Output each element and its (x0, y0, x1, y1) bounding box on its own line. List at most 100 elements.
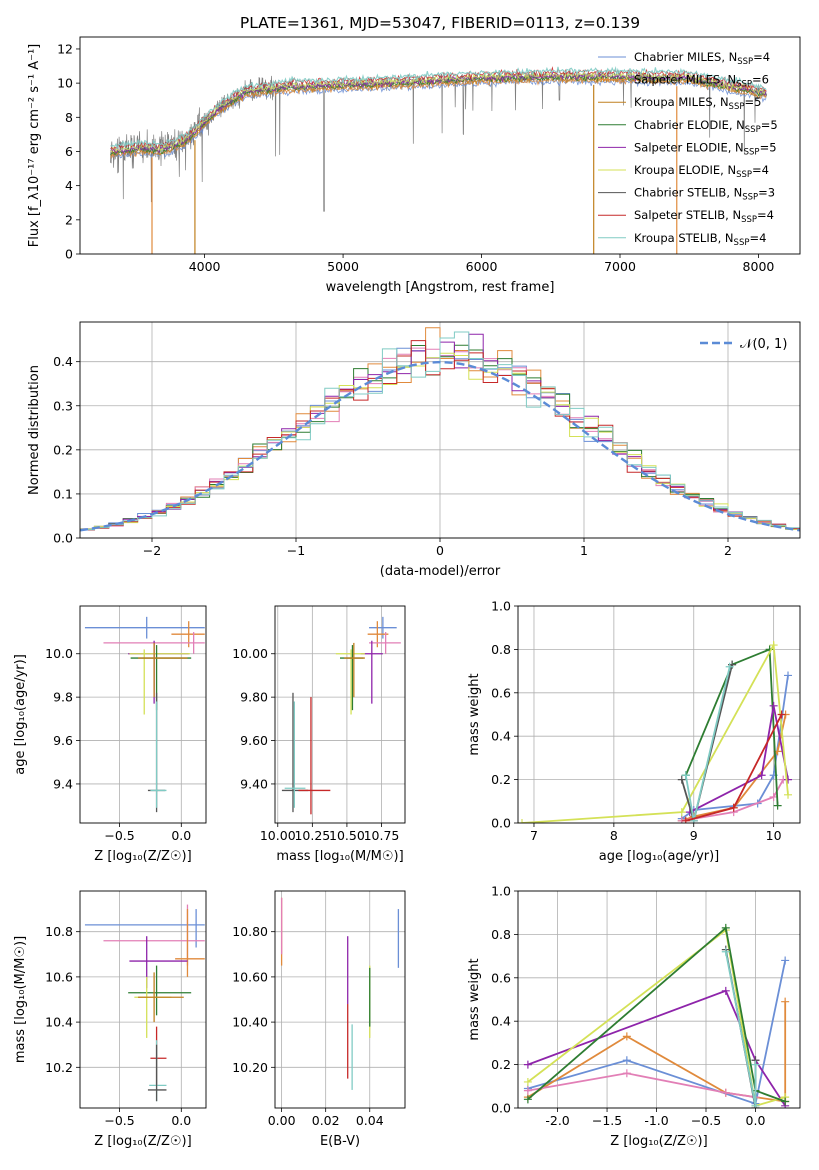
x-axis-label: Z [log₁₀(Z/Z☉)] (610, 1134, 707, 1149)
y-tick-label: 10.40 (232, 1015, 268, 1030)
x-tick-label: 10.25 (294, 828, 330, 843)
y-tick-label: 2 (65, 212, 73, 227)
y-tick-label: 10.80 (232, 924, 268, 939)
x-tick-label: 0.02 (312, 1113, 340, 1128)
legend-entry: Salpeter ELODIE, NSSP=5 (634, 140, 777, 157)
series-kroupa-elodie (527, 928, 786, 1107)
y-tick-label: 0.4 (491, 729, 511, 744)
errorbar-point (150, 701, 167, 808)
errorbar-point (281, 692, 309, 813)
y-tick-label: 10.6 (45, 969, 73, 984)
data-point (773, 801, 782, 810)
y-tick-label: 10.60 (232, 969, 268, 984)
errorbar-point (128, 965, 192, 1016)
axes-frame (79, 605, 207, 824)
data-point (622, 1069, 631, 1078)
data-point (518, 819, 526, 823)
plot-area-mass_vs_EBV (280, 897, 400, 1090)
y-tick-label: 9.6 (53, 733, 73, 748)
x-axis-label: E(B-V) (320, 1134, 360, 1149)
errorbar-point (175, 909, 205, 977)
errorbar-point (369, 616, 397, 639)
x-tick-label: −0.5 (104, 1113, 134, 1128)
data-point (677, 775, 686, 784)
y-tick-label: 4 (65, 178, 73, 193)
errorbar-point (84, 909, 205, 948)
x-tick-label: 1 (580, 543, 588, 558)
errorbar-point (84, 616, 205, 639)
axes-frame (79, 36, 801, 255)
y-axis-label: mass [log₁₀(M/M☉)] (13, 936, 28, 1063)
x-tick-label: −0.5 (691, 1113, 721, 1128)
y-tick-label: 9.80 (240, 690, 268, 705)
errorbar-point (147, 1044, 167, 1102)
y-tick-label: 0.8 (491, 642, 511, 657)
y-tick-label: 12 (57, 41, 73, 56)
normal-curve (80, 360, 800, 532)
y-tick-label: 0.0 (491, 1101, 511, 1116)
data-point (523, 1077, 532, 1086)
errorbar-point (298, 697, 331, 815)
x-tick-label: 7000 (604, 259, 636, 274)
data-point (721, 947, 730, 956)
y-tick-label: 10.8 (45, 924, 73, 939)
plot-area-age_vs_Z (84, 616, 205, 813)
data-point (781, 997, 790, 1006)
data-point (729, 803, 738, 812)
x-tick-label: 0.0 (746, 1113, 766, 1128)
series-chabrier-elodie (684, 648, 779, 806)
y-tick-label: 0.1 (53, 486, 73, 501)
x-tick-label: 9 (690, 828, 698, 843)
plot-area-weight_vs_age (518, 641, 793, 823)
data-point (523, 1086, 532, 1095)
errorbar-point (369, 632, 401, 654)
x-tick-label: 8 (610, 828, 618, 843)
data-point (721, 1088, 730, 1097)
data-point (751, 1101, 760, 1108)
x-axis-label: wavelength [Angstrom, rest frame] (326, 280, 555, 295)
errorbar-point (138, 642, 188, 698)
x-tick-label: 5000 (327, 259, 359, 274)
x-axis-label: (data-model)/error (380, 564, 501, 579)
plot-area-mass_vs_Z (84, 904, 205, 1102)
series-kroupa-stelib (724, 951, 757, 1106)
data-point (725, 662, 734, 671)
x-tick-label: 10.75 (364, 828, 400, 843)
data-point (523, 1095, 532, 1104)
legend-entry: Kroupa STELIB, NSSP=4 (634, 231, 766, 248)
model-kroupa-elodie (110, 70, 767, 153)
plot-area-residuals (80, 327, 800, 532)
errorbar-point (284, 701, 306, 808)
y-tick-label: 8 (65, 110, 73, 125)
series-chabrier-elodie (527, 926, 786, 1103)
histogram-kroupa-stelib (80, 331, 800, 531)
y-tick-label: 10.00 (232, 646, 268, 661)
errorbar-point (335, 649, 365, 715)
model-salpeter-elodie (110, 71, 767, 155)
data-point (784, 775, 793, 784)
panel-age_vs_Z: −0.5 0.0 9.4 9.6 9.8 10.0 Z [log₁₀(Z/Z☉)] age [… (13, 605, 207, 864)
data-point (769, 641, 778, 650)
y-axis-label: Flux [f_λ10⁻¹⁷ erg cm⁻² s⁻¹ A⁻¹] (27, 44, 42, 248)
x-axis-label: Z [log₁₀(Z/Z☉)] (94, 849, 191, 864)
panel-mass_vs_EBV: 0.00 0.02 0.04 10.20 10.40 10.60 10.80 E(B-V) (232, 890, 406, 1149)
x-tick-label: −0.5 (104, 828, 134, 843)
data-point (769, 701, 778, 710)
x-tick-label: 0.00 (268, 1113, 296, 1128)
panel-weight_vs_age: 7 8 9 10 0.0 0.2 0.4 0.6 0.8 1.0 age [log₁₀(age/yr… (467, 599, 801, 864)
y-tick-label: 0.4 (491, 1014, 511, 1029)
chart-title: PLATE=1361, MJD=53047, FIBERID=0113, z=0… (240, 14, 640, 32)
data-point (751, 1060, 760, 1069)
y-tick-label: 9.40 (240, 776, 268, 791)
plot-area-weight_vs_Z (523, 923, 790, 1108)
x-tick-label: 10.50 (329, 828, 365, 843)
series-kroupa-stelib (684, 666, 731, 822)
x-tick-label: 4000 (189, 259, 221, 274)
data-point (757, 771, 766, 780)
legend-entry: Chabrier ELODIE, NSSP=5 (634, 118, 778, 135)
errorbar-point (103, 904, 205, 966)
y-axis-label: Normed distribution (27, 365, 42, 495)
y-tick-label: 0.3 (53, 398, 73, 413)
data-point (681, 771, 690, 780)
